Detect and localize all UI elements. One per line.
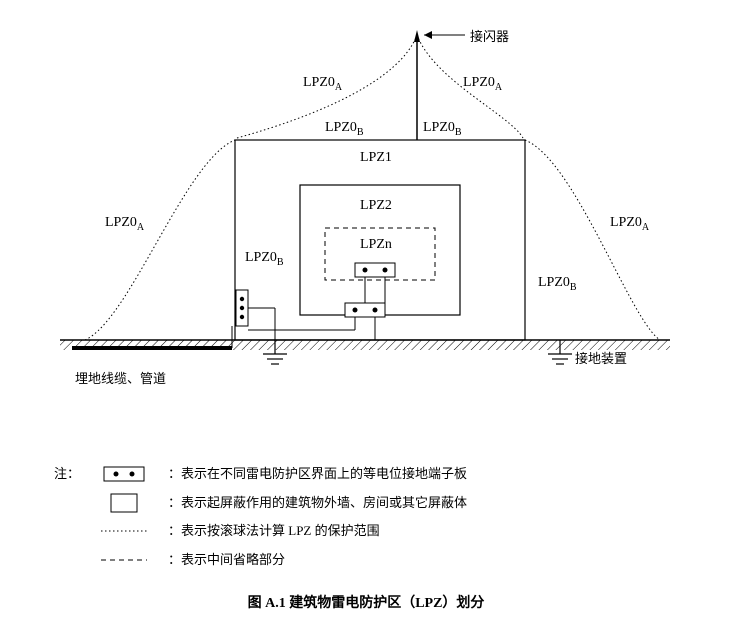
legend-text-1: ：表示在不同雷电防护区界面上的等电位接地端子板: [168, 460, 467, 489]
legend-row-4: ：表示中间省略部分: [50, 546, 712, 575]
lpz0a-right: LPZ0A: [610, 215, 649, 233]
legend-text-3: ：表示按滚球法计算 LPZ 的保护范围: [168, 517, 380, 546]
legend-row-1: 注： ：表示在不同雷电防护区界面上的等电位接地端子板: [50, 460, 712, 489]
lpz0a-top-right: LPZ0A: [463, 75, 502, 93]
lpz0a-left: LPZ0A: [105, 215, 144, 233]
apex-label: 接闪器: [470, 26, 509, 45]
legend: 注： ：表示在不同雷电防护区界面上的等电位接地端子板 ：表示起屏蔽作用的建筑物外…: [20, 460, 712, 574]
legend-sym-dashed: [94, 550, 154, 570]
lpz0b-top-left: LPZ0B: [325, 120, 364, 138]
legend-row-3: ：表示按滚球法计算 LPZ 的保护范围: [50, 517, 712, 546]
terminal-box-2: [345, 303, 385, 317]
lpz0a-top-left: LPZ0A: [303, 75, 342, 93]
legend-sym-terminal: [94, 464, 154, 484]
figure-caption: 图 A.1 建筑物雷电防护区（LPZ）划分: [20, 592, 712, 612]
apex-arrow-head: [424, 31, 432, 39]
lpz0b-top-right: LPZ0B: [423, 120, 462, 138]
legend-text-2: ：表示起屏蔽作用的建筑物外墙、房间或其它屏蔽体: [168, 489, 467, 518]
legend-sym-dotted: [94, 521, 154, 541]
ground-dev-label: 接地装置: [575, 348, 627, 367]
legend-sym-box: [94, 493, 154, 513]
lpzn-label: LPZn: [360, 237, 392, 253]
lpz0b-left: LPZ0B: [245, 250, 284, 268]
terminal-box-3: [236, 290, 248, 326]
legend-prefix: 注：: [50, 460, 80, 489]
legend-text-4: ：表示中间省略部分: [168, 546, 285, 575]
lpz0b-right: LPZ0B: [538, 275, 577, 293]
lpz-diagram: 接闪器 LPZ0A LPZ0A LPZ0B LPZ0B LPZ0A LPZ0A …: [20, 20, 712, 420]
lpz1-label: LPZ1: [360, 150, 392, 166]
legend-row-2: ：表示起屏蔽作用的建筑物外墙、房间或其它屏蔽体: [50, 489, 712, 518]
dotted-curve-right-outer: [525, 140, 660, 340]
terminal-box-1: [355, 263, 395, 277]
buried-label: 埋地线缆、管道: [75, 368, 166, 387]
dotted-curve-left-outer: [85, 140, 235, 340]
lpz2-label: LPZ2: [360, 198, 392, 214]
